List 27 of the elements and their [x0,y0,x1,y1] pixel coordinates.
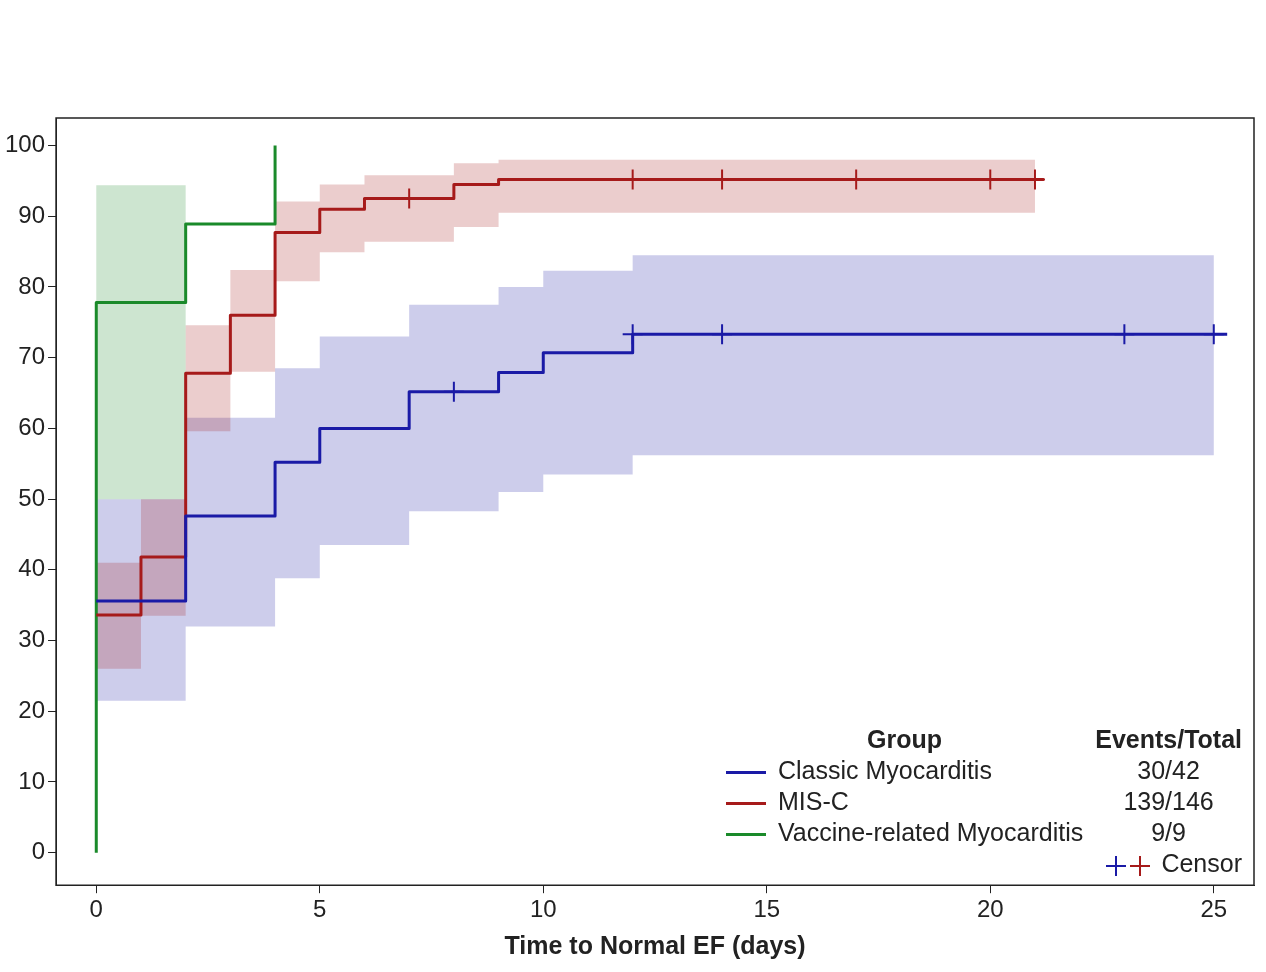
y-tick-label: 10 [18,766,46,794]
annotation: 30/42 [1136,755,1201,787]
x-tick-label: 25 [1200,895,1228,923]
y-tick-label: 60 [18,413,46,441]
x-axis-title: Time to Normal EF (days) [504,930,806,959]
y-tick-label: 20 [18,695,46,723]
legend-label: Classic Myocarditis [777,755,993,787]
y-tick-label: 70 [18,342,46,370]
y-tick-label: 90 [18,200,46,228]
annotation: 139/146 [1122,786,1215,818]
legend-label: Censor [1161,849,1242,878]
x-tick-label: 20 [976,895,1004,923]
legend-title: Group [866,724,944,756]
x-tick-label: 15 [753,895,781,923]
legend-label: Vaccine-related Myocarditis [777,817,1085,849]
y-tick-label: 50 [18,483,46,511]
annotation: Events/Total [1094,724,1243,756]
y-tick-label: 40 [18,554,46,582]
x-tick-label: 10 [529,895,557,923]
y-tick-label: 0 [31,837,46,865]
y-tick-label: 100 [5,130,46,158]
x-tick-label: 0 [89,895,103,923]
y-tick-label: 30 [18,625,46,653]
legend-label: MIS-C [777,786,850,818]
x-tick-label: 5 [313,895,327,923]
y-tick-label: 80 [18,271,46,299]
annotation: 9/9 [1150,817,1187,849]
